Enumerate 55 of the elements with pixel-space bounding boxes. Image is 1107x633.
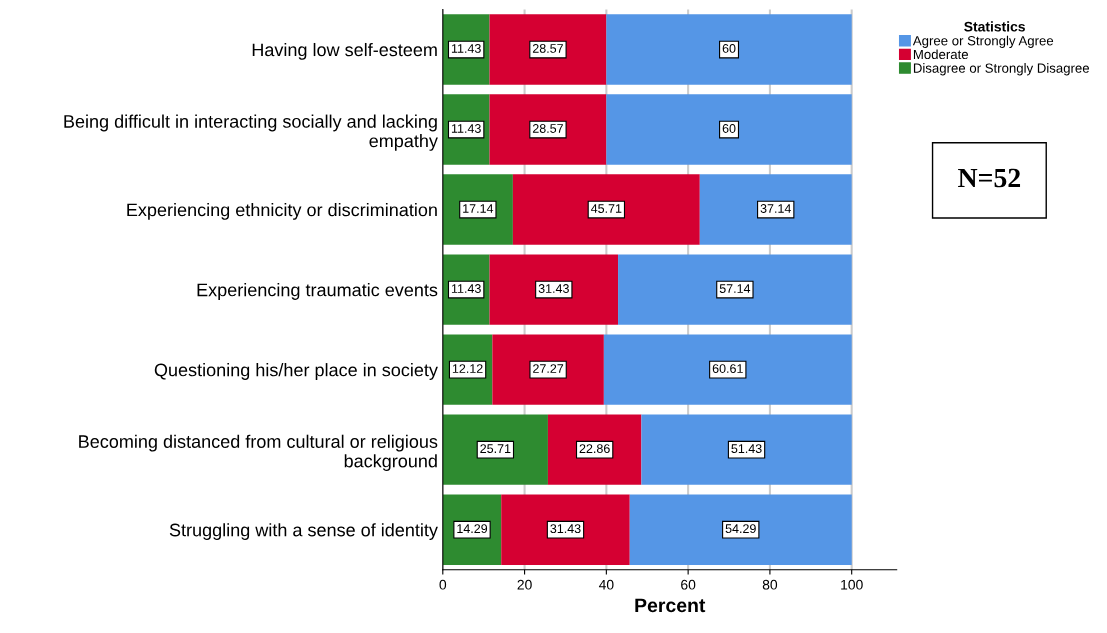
data-label: 14.29	[457, 524, 488, 534]
y-tick-label: Questioning his/her place in society	[154, 363, 438, 380]
bar	[606, 14, 852, 85]
data-label: 11.43	[451, 284, 481, 293]
data-label: 37.14	[760, 204, 791, 213]
data-label: 60	[722, 124, 736, 133]
x-axis-title: Percent	[635, 598, 706, 613]
data-label: 28.57	[532, 124, 563, 133]
data-label: 28.57	[532, 44, 563, 53]
bar	[618, 254, 852, 325]
bar	[641, 414, 852, 485]
legend-label: Disagree or Strongly Disagree	[913, 63, 1090, 76]
bar	[629, 494, 852, 565]
data-label: 25.71	[480, 444, 511, 454]
data-label: 60	[722, 44, 736, 53]
bar	[603, 334, 852, 405]
bar	[489, 254, 619, 325]
data-label: 11.43	[451, 124, 481, 133]
bar	[547, 414, 642, 485]
x-tick-label: 20	[517, 579, 532, 590]
y-tick-label: Having low self-esteem	[252, 42, 437, 60]
data-label: 60.61	[712, 364, 743, 373]
data-label: 31.43	[550, 524, 581, 534]
data-label: 11.43	[451, 44, 481, 53]
y-tick-label: Struggling with a sense of identity	[169, 523, 438, 540]
data-label: 17.14	[463, 204, 494, 213]
bar	[606, 94, 852, 165]
y-tick-label: Experiencing traumatic events	[197, 283, 438, 300]
legend-label: Agree or Strongly Agree	[912, 35, 1054, 49]
x-tick-label: 60	[681, 579, 696, 590]
legend-title: Statistics	[964, 21, 1025, 32]
data-label: 12.12	[452, 364, 483, 373]
bar	[699, 174, 852, 245]
bar	[489, 14, 607, 85]
y-tick-label: Being difficult in interacting socially and lacking empathy	[64, 114, 438, 151]
x-tick-label: 40	[598, 579, 614, 590]
bar	[512, 174, 700, 245]
y-tick-label: Becoming distanced from cultural or religious background	[79, 434, 438, 471]
bar	[489, 94, 607, 165]
data-label: 22.86	[579, 444, 610, 454]
x-tick-label: 100	[841, 579, 863, 590]
y-tick-label: Experiencing ethnicity or discrimination	[127, 203, 437, 220]
text: N=52	[958, 168, 1021, 188]
data-label: 45.71	[590, 204, 622, 213]
x-tick-label: 0	[439, 579, 447, 590]
data-label: 51.43	[731, 444, 762, 454]
legend-label: Moderate	[913, 49, 969, 60]
bar	[442, 414, 548, 485]
data-label: 57.14	[719, 284, 751, 293]
bar	[492, 334, 604, 405]
x-tick-label: 80	[762, 579, 778, 590]
data-label: 54.29	[725, 524, 756, 534]
data-label: 31.43	[538, 284, 569, 293]
bar	[501, 494, 630, 565]
data-label: 27.27	[533, 364, 564, 373]
